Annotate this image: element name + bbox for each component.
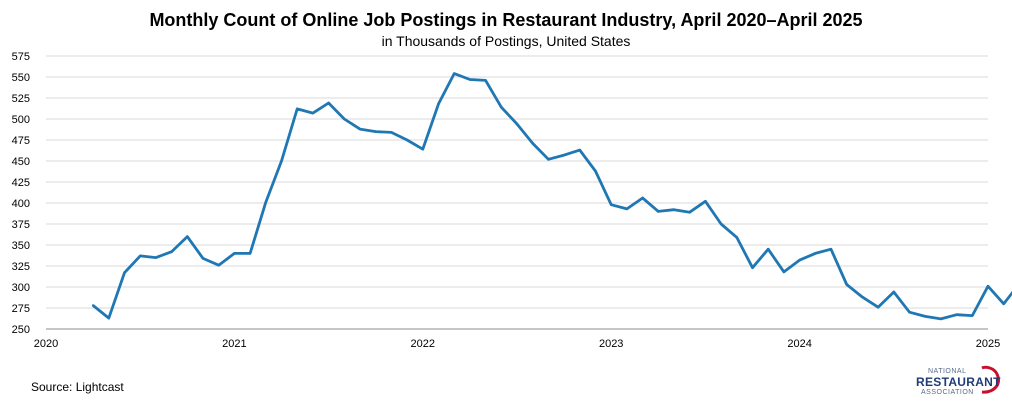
- chart-title: Monthly Count of Online Job Postings in …: [149, 10, 863, 30]
- data-point: [311, 111, 315, 115]
- y-tick-label: 350: [12, 240, 30, 252]
- data-point: [154, 256, 158, 259]
- data-point: [484, 79, 487, 82]
- data-point: [719, 222, 723, 226]
- data-point: [405, 138, 409, 142]
- data-point: [139, 254, 142, 258]
- gridlines: [46, 55, 988, 330]
- data-point: [500, 106, 503, 109]
- y-tick-label: 325: [12, 261, 30, 273]
- y-tick-label: 450: [12, 156, 30, 168]
- data-point: [437, 102, 440, 106]
- series-line: [92, 72, 1012, 321]
- data-point: [201, 257, 205, 260]
- data-point: [672, 208, 676, 211]
- x-tick-label: 2023: [599, 338, 623, 350]
- data-point: [578, 148, 581, 152]
- data-point: [390, 131, 393, 134]
- x-tick-label: 2022: [411, 338, 435, 350]
- data-point: [248, 252, 252, 255]
- data-point: [453, 72, 456, 75]
- data-point: [861, 295, 864, 299]
- data-point: [876, 305, 880, 309]
- data-point: [468, 78, 472, 81]
- logo-swoosh-icon: [981, 365, 1000, 394]
- data-point: [358, 127, 362, 131]
- x-tick-label: 2024: [787, 338, 811, 350]
- data-point: [767, 248, 770, 251]
- data-point: [798, 258, 801, 262]
- data-point: [986, 284, 990, 288]
- y-axis-ticks: 250 275 300 325 350 375 400 425 450 475 500 525 550 5…: [12, 51, 30, 336]
- data-point: [955, 313, 958, 316]
- x-tick-label: 2021: [222, 338, 246, 350]
- data-point: [123, 271, 126, 274]
- logo-text-restaurant: RESTAURANT: [916, 375, 1001, 389]
- y-tick-label: 525: [12, 93, 30, 105]
- data-point: [971, 314, 974, 317]
- data-point: [657, 210, 660, 213]
- data-point: [704, 200, 707, 203]
- data-point: [845, 283, 848, 286]
- data-point: [547, 158, 550, 161]
- y-tick-label: 250: [12, 324, 30, 336]
- data-point: [924, 315, 927, 318]
- data-point: [515, 122, 519, 126]
- data-point: [735, 236, 738, 239]
- y-tick-label: 300: [12, 282, 30, 294]
- y-tick-label: 400: [12, 198, 30, 210]
- data-point: [186, 235, 189, 238]
- x-tick-label: 2020: [34, 338, 58, 350]
- y-tick-label: 475: [12, 135, 30, 147]
- y-tick-label: 275: [12, 303, 30, 315]
- source-note: Source: Lightcast: [31, 380, 124, 394]
- data-point: [892, 290, 895, 294]
- logo-text-association: ASSOCIATION: [921, 389, 974, 396]
- data-point: [829, 248, 833, 251]
- x-tick-label: 2025: [976, 338, 1000, 350]
- series-group: [91, 72, 1012, 321]
- data-point: [1002, 302, 1005, 305]
- data-point: [782, 270, 786, 274]
- data-point: [280, 159, 283, 163]
- y-tick-label: 575: [12, 51, 30, 63]
- y-tick-label: 375: [12, 219, 30, 231]
- data-point: [594, 169, 597, 173]
- data-point: [264, 200, 267, 204]
- data-point: [327, 101, 330, 105]
- data-point: [421, 148, 424, 151]
- chart-subtitle: in Thousands of Postings, United States: [381, 33, 631, 49]
- data-point: [562, 153, 566, 157]
- data-point: [625, 207, 629, 211]
- logo-text-national: NATIONAL: [928, 368, 967, 375]
- data-point: [908, 311, 911, 314]
- data-point: [107, 316, 111, 320]
- data-point: [641, 196, 644, 200]
- data-point: [374, 130, 377, 133]
- data-point: [296, 107, 299, 111]
- y-tick-label: 550: [12, 72, 30, 84]
- national-restaurant-association-logo: NATIONAL RESTAURANT ASSOCIATION: [912, 362, 1012, 407]
- y-tick-label: 425: [12, 177, 30, 189]
- data-point: [814, 252, 817, 255]
- data-point: [939, 317, 943, 321]
- data-point: [217, 263, 220, 267]
- data-point: [170, 250, 173, 253]
- data-point: [688, 211, 691, 214]
- y-tick-label: 500: [12, 114, 30, 126]
- data-point: [610, 203, 613, 206]
- data-point: [91, 304, 95, 307]
- x-axis-ticks: 2020 2021 2022 2023 2024 2025: [34, 338, 1000, 350]
- data-point: [343, 117, 346, 121]
- data-point: [233, 252, 236, 255]
- data-point: [751, 266, 754, 269]
- data-point: [531, 142, 534, 145]
